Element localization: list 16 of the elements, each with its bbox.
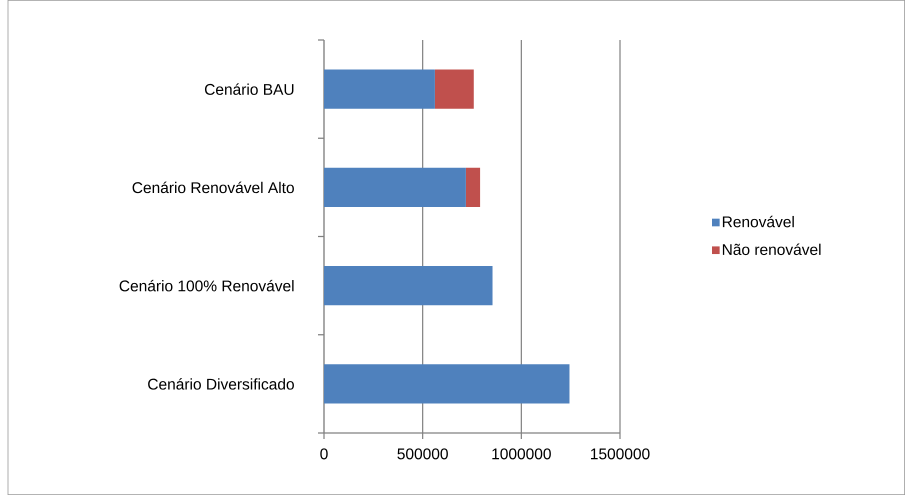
x-tick-label: 500000: [397, 448, 448, 460]
x-tick-label: 1000000: [492, 448, 551, 460]
x-tick-label: 0: [320, 448, 328, 460]
bar: [324, 364, 570, 404]
y-tick-label: Cenário BAU: [204, 83, 294, 95]
legend-label: Não renovável: [722, 244, 821, 256]
bar: [324, 69, 435, 109]
bar: [434, 69, 474, 109]
y-tick-label: Cenário Diversificado: [148, 378, 294, 390]
bar: [324, 168, 466, 208]
legend-label: Renovável: [722, 216, 794, 228]
y-tick-label: Cenário Renovável Alto: [132, 182, 294, 194]
bar: [466, 168, 480, 208]
y-tick-label: Cenário 100% Renovável: [120, 280, 294, 292]
bar: [324, 266, 493, 306]
x-tick-label: 1500000: [591, 448, 650, 460]
